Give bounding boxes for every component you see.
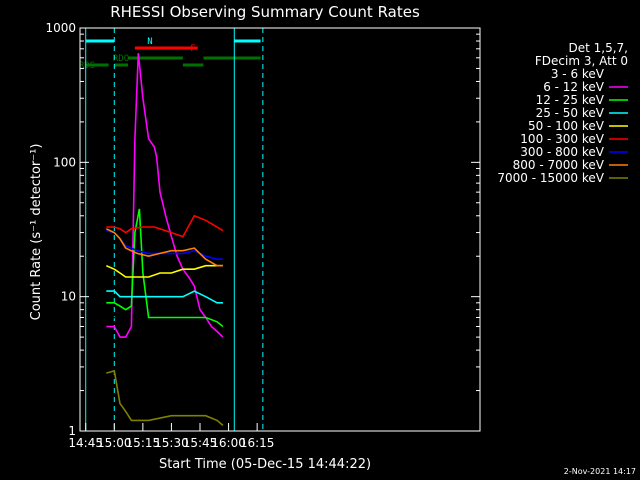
x-tick-label-3: 15:30: [154, 436, 189, 450]
legend-label-2: 12 - 25 keV: [536, 93, 605, 107]
flag-label-rds: RDS: [79, 61, 95, 71]
legend-title-line2: FDecim 3, Att 0: [535, 54, 628, 68]
plot-frame: [79, 27, 481, 432]
y-tick-label-0: 1: [68, 424, 76, 438]
series-line-0: [106, 102, 224, 338]
y-tick-label-1: 10: [61, 290, 76, 304]
x-axis-label: Start Time (05-Dec-15 14:44:22): [159, 457, 371, 472]
legend-title-line1: Det 1,5,7,: [569, 41, 629, 55]
x-tick-label-5: 16:00: [211, 436, 246, 450]
legend-label-8: 7000 - 15000 keV: [497, 171, 604, 185]
legend-label-7: 800 - 7000 keV: [513, 158, 605, 172]
legend-label-4: 50 - 100 keV: [528, 119, 605, 133]
series-line-2: [106, 208, 224, 328]
y-tick-label-2: 100: [53, 155, 76, 169]
footer-timestamp: 2-Nov-2021 14:17: [564, 467, 636, 476]
x-tick-label-1: 15:00: [97, 436, 132, 450]
x-tick-label-0: 14:45: [68, 436, 103, 450]
chart-title: RHESSI Observing Summary Count Rates: [110, 3, 420, 21]
flag-label-f: F: [190, 44, 195, 54]
legend-label-3: 25 - 50 keV: [536, 106, 605, 120]
y-tick-label-3: 1000: [45, 21, 76, 35]
legend-label-0: 3 - 6 keV: [551, 67, 605, 81]
x-tick-label-2: 15:15: [126, 436, 161, 450]
series-line-5: [106, 214, 224, 238]
series-line-1: [106, 53, 224, 338]
series-line-3: [106, 290, 223, 304]
instrument-flags: N F RDO RDS: [79, 28, 264, 431]
flag-label-n: N: [147, 37, 152, 47]
series-layer: [105, 53, 224, 427]
y-axis-label: Count Rate (s⁻¹ detector⁻¹): [29, 144, 44, 321]
series-line-8: [106, 369, 224, 427]
series-line-4: [105, 264, 223, 278]
legend-label-1: 6 - 12 keV: [543, 80, 605, 94]
legend-label-6: 300 - 800 keV: [520, 145, 604, 159]
series-line-7: [105, 228, 223, 267]
legend-label-5: 100 - 300 keV: [520, 132, 604, 146]
x-tick-label-6: 16:15: [240, 436, 275, 450]
flag-label-rdo: RDO: [113, 54, 129, 64]
x-tick-label-4: 15:45: [183, 436, 218, 450]
